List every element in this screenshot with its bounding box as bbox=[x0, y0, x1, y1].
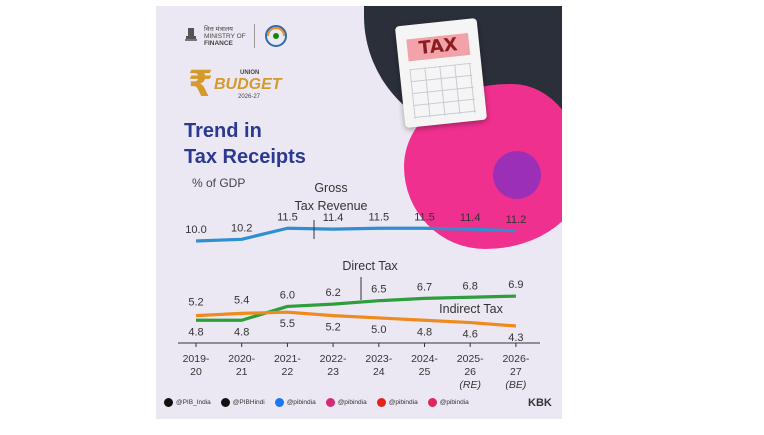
social-handle-text: @pibindia bbox=[439, 399, 469, 406]
koo-icon bbox=[427, 398, 437, 407]
national-emblem-icon bbox=[185, 28, 197, 41]
x-tick-label: 25 bbox=[419, 366, 431, 378]
x-tick-label: 2021- bbox=[274, 353, 301, 365]
data-label: 11.5 bbox=[369, 211, 390, 223]
social-handle-text: @pibindia bbox=[388, 399, 418, 406]
data-label: 6.9 bbox=[508, 279, 523, 291]
chart-title: Trend in Tax Receipts bbox=[184, 120, 306, 168]
x-tick-label: 24 bbox=[373, 366, 385, 378]
x-tick-label: 2020- bbox=[228, 353, 255, 365]
data-label: 10.2 bbox=[231, 222, 252, 234]
infographic-card: TAX वित्त मंत्रालय MINISTRY OF FINANCE ₹… bbox=[156, 6, 562, 419]
x-tick-label: 2024- bbox=[411, 353, 438, 365]
series-name-label: Gross bbox=[314, 181, 347, 195]
x-icon bbox=[164, 398, 173, 407]
data-label: 4.8 bbox=[417, 326, 432, 338]
data-label: 11.2 bbox=[506, 214, 527, 226]
social-handle[interactable]: @PIB_India bbox=[164, 398, 211, 407]
data-label: 4.8 bbox=[234, 326, 249, 338]
x-tick-label: 20 bbox=[190, 366, 202, 378]
x-tick-label: 26 bbox=[464, 366, 476, 378]
logo-divider bbox=[253, 24, 255, 48]
data-label: 6.0 bbox=[280, 289, 295, 301]
budget-year: 2026-27 bbox=[238, 94, 261, 100]
series-name-label: Direct Tax bbox=[342, 259, 398, 273]
union-budget-logo: ₹ UNION BUDGET 2026-27 bbox=[186, 60, 282, 115]
ministry-logo: वित्त मंत्रालय MINISTRY OF FINANCE bbox=[184, 24, 289, 48]
data-label: 6.8 bbox=[463, 280, 478, 292]
data-label: 6.2 bbox=[325, 287, 340, 299]
data-label: 6.7 bbox=[417, 281, 432, 293]
x-tick-label: 2022- bbox=[320, 353, 347, 365]
x-tick-label: 2023- bbox=[365, 353, 392, 365]
x-tick-label: (BE) bbox=[505, 379, 526, 391]
x-tick-label: 22 bbox=[282, 366, 294, 378]
social-handle-text: @pibindia bbox=[286, 399, 316, 406]
ministry-hindi: वित्त मंत्रालय bbox=[204, 25, 233, 33]
social-footer: @PIB_India @PIBHindi @pibindia @pibindia @pi… bbox=[164, 398, 479, 407]
youtube-icon bbox=[376, 398, 386, 407]
social-handle[interactable]: @pibindia bbox=[376, 398, 418, 407]
data-label: 4.3 bbox=[508, 332, 523, 344]
data-label: 5.5 bbox=[280, 318, 295, 330]
chart-ylabel: % of GDP bbox=[192, 176, 246, 190]
data-label: 5.4 bbox=[234, 294, 249, 306]
data-label: 10.0 bbox=[185, 224, 206, 236]
x-tick-label: 2026- bbox=[502, 353, 529, 365]
purple-circle-decoration bbox=[493, 151, 541, 199]
series-line-1 bbox=[196, 294, 516, 322]
series-name-label: Tax Revenue bbox=[295, 199, 368, 213]
social-handle[interactable]: @pibindia bbox=[325, 398, 367, 407]
pib-logo-icon bbox=[264, 25, 287, 47]
instagram-icon bbox=[325, 398, 335, 407]
social-handle[interactable]: @pibindia bbox=[274, 398, 316, 407]
data-label: 6.5 bbox=[371, 284, 386, 296]
data-label: 11.4 bbox=[460, 212, 481, 224]
social-handle[interactable]: @pibindia bbox=[427, 398, 469, 407]
ministry-line2: FINANCE bbox=[204, 39, 233, 47]
x-tick-label: 23 bbox=[327, 366, 339, 378]
data-label: 11.5 bbox=[414, 211, 435, 223]
data-label: 4.8 bbox=[188, 326, 203, 338]
facebook-icon bbox=[274, 398, 284, 407]
data-label: 5.2 bbox=[188, 297, 203, 309]
data-label: 5.2 bbox=[325, 322, 340, 334]
x-tick-label: (RE) bbox=[459, 379, 481, 391]
tax-receipts-line-chart: 2019-20 2020-21 2021-22 2022-23 2023-24 2024-… bbox=[178, 181, 540, 391]
social-handle[interactable]: @PIBHindi bbox=[220, 398, 265, 407]
ministry-line1: MINISTRY OF bbox=[204, 32, 246, 40]
x-tick-label: 2019- bbox=[183, 353, 210, 365]
budget-union: UNION bbox=[240, 70, 260, 76]
svg-text:₹: ₹ bbox=[188, 64, 213, 105]
x-tick-label: 2025- bbox=[457, 353, 484, 365]
budget-word: BUDGET bbox=[214, 76, 282, 93]
social-handle-text: @PIBHindi bbox=[232, 399, 265, 406]
social-handle-text: @PIB_India bbox=[176, 399, 211, 406]
data-label: 11.4 bbox=[323, 212, 344, 224]
series-line-2 bbox=[195, 310, 517, 328]
x-tick-label: 21 bbox=[236, 366, 248, 378]
data-label: 5.0 bbox=[371, 324, 386, 336]
social-handle-text: @pibindia bbox=[337, 399, 367, 406]
x-tick-label: 27 bbox=[510, 366, 522, 378]
data-label: 4.6 bbox=[463, 329, 478, 341]
data-label: 11.5 bbox=[277, 211, 298, 223]
series-line-0 bbox=[195, 226, 516, 243]
credit-mark: KBK bbox=[528, 397, 552, 409]
series-name-label: Indirect Tax bbox=[439, 302, 503, 316]
x-icon bbox=[220, 398, 230, 407]
